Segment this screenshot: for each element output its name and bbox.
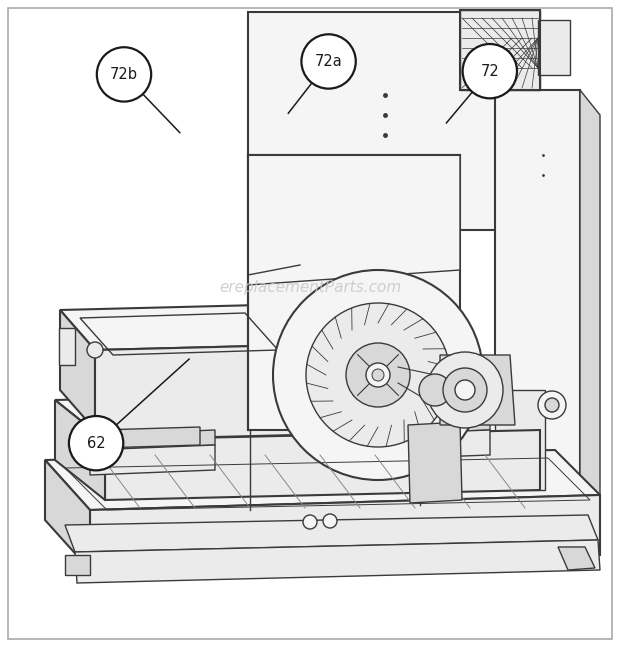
Circle shape [97, 47, 151, 102]
Text: 72b: 72b [110, 67, 138, 82]
Circle shape [545, 398, 559, 412]
Circle shape [463, 44, 517, 98]
Polygon shape [538, 20, 570, 75]
Polygon shape [55, 400, 105, 500]
Circle shape [273, 270, 483, 480]
Circle shape [306, 303, 450, 447]
Circle shape [301, 34, 356, 89]
Polygon shape [60, 310, 95, 430]
Polygon shape [90, 445, 215, 475]
Polygon shape [408, 422, 462, 503]
Circle shape [419, 374, 451, 406]
Polygon shape [460, 10, 540, 90]
Polygon shape [355, 430, 490, 460]
Circle shape [346, 343, 410, 407]
Circle shape [69, 416, 123, 470]
Polygon shape [105, 430, 540, 500]
Circle shape [323, 514, 337, 528]
Circle shape [455, 380, 475, 400]
Polygon shape [60, 305, 295, 350]
Polygon shape [355, 415, 490, 435]
Circle shape [366, 363, 390, 387]
Text: 72: 72 [480, 63, 499, 79]
Polygon shape [495, 90, 580, 490]
Polygon shape [95, 345, 295, 440]
Polygon shape [440, 355, 515, 425]
Polygon shape [75, 540, 600, 583]
Text: ereplacementParts.com: ereplacementParts.com [219, 280, 401, 296]
Circle shape [87, 342, 103, 358]
Circle shape [427, 352, 503, 428]
Polygon shape [495, 390, 545, 490]
Polygon shape [65, 515, 598, 552]
Circle shape [303, 515, 317, 529]
Polygon shape [248, 155, 460, 430]
Polygon shape [59, 328, 75, 365]
Circle shape [538, 391, 566, 419]
Polygon shape [558, 547, 595, 570]
Polygon shape [100, 427, 200, 448]
Text: 62: 62 [87, 435, 105, 451]
Polygon shape [90, 430, 215, 450]
Polygon shape [248, 155, 460, 285]
Polygon shape [45, 450, 600, 510]
Polygon shape [90, 495, 600, 570]
Polygon shape [65, 555, 90, 575]
Polygon shape [45, 460, 90, 570]
Polygon shape [248, 12, 538, 230]
Polygon shape [580, 90, 600, 515]
Text: 72a: 72a [315, 54, 342, 69]
Circle shape [443, 368, 487, 412]
Circle shape [372, 369, 384, 381]
Polygon shape [55, 390, 540, 440]
